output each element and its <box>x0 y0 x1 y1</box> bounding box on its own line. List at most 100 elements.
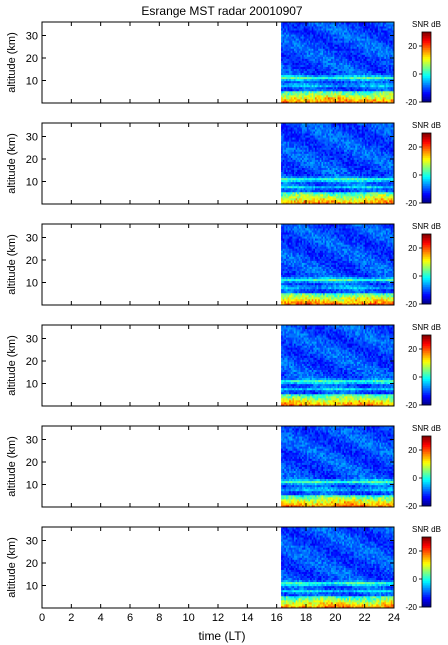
y-tick-label: 20 <box>26 53 38 65</box>
heatmap-cell <box>390 175 393 179</box>
heatmap-cell <box>284 82 287 86</box>
heatmap-cell <box>323 24 326 27</box>
heatmap-cell <box>289 24 292 27</box>
heatmap-cell <box>313 165 316 168</box>
heatmap-cell <box>342 175 345 179</box>
heatmap-cell <box>337 153 340 156</box>
heatmap-cell <box>377 58 380 61</box>
heatmap-cell <box>289 82 292 86</box>
heatmap-cell <box>339 90 342 94</box>
heatmap-cell <box>343 175 346 179</box>
heatmap-cell <box>384 181 387 185</box>
heatmap-cell <box>319 157 322 160</box>
heatmap-cell <box>297 94 300 98</box>
colorbar-segment <box>422 37 431 40</box>
heatmap-cell <box>324 52 327 55</box>
heatmap-cell <box>350 90 353 94</box>
heatmap-cell <box>316 96 319 100</box>
heatmap-cell <box>347 82 350 86</box>
heatmap-cell <box>339 22 342 25</box>
heatmap-cell <box>352 191 355 195</box>
heatmap-cell <box>303 84 306 88</box>
heatmap-cell <box>323 48 326 51</box>
heatmap-cell <box>387 157 390 160</box>
heatmap-cell <box>331 72 334 76</box>
heatmap-cell <box>366 76 369 80</box>
heatmap-cell <box>335 34 338 37</box>
heatmap-cell <box>392 161 395 164</box>
heatmap-cell <box>392 68 395 71</box>
heatmap-cell <box>348 46 351 49</box>
heatmap-cell <box>298 84 301 88</box>
heatmap-cell <box>310 70 313 74</box>
heatmap-cell <box>360 163 363 166</box>
heatmap-cell <box>379 96 382 100</box>
heatmap-cell <box>324 48 327 51</box>
heatmap-cell <box>345 94 348 98</box>
heatmap-cell <box>356 159 359 162</box>
heatmap-cell <box>303 62 306 65</box>
heatmap-cell <box>363 82 366 86</box>
heatmap-cell <box>373 26 376 29</box>
heatmap-cell <box>337 72 340 76</box>
heatmap-cell <box>352 98 355 102</box>
heatmap-cell <box>366 62 369 65</box>
heatmap-cell <box>385 68 388 71</box>
heatmap-cell <box>326 163 329 166</box>
heatmap-cell <box>285 58 288 61</box>
heatmap-cell <box>348 100 351 104</box>
heatmap-cell <box>339 193 342 197</box>
heatmap-cell <box>289 94 292 98</box>
heatmap-cell <box>350 66 353 69</box>
heatmap-cell <box>356 88 359 92</box>
heatmap-cell <box>332 34 335 37</box>
heatmap-cell <box>379 100 382 104</box>
heatmap-cell <box>360 181 363 185</box>
heatmap-cell <box>324 171 327 175</box>
heatmap-cell <box>334 50 337 53</box>
heatmap-cell <box>369 167 372 170</box>
heatmap-cell <box>358 175 361 179</box>
heatmap-cell <box>381 26 384 29</box>
heatmap-cell <box>353 191 356 195</box>
heatmap-cell <box>329 48 332 51</box>
heatmap-cell <box>289 187 292 191</box>
heatmap-cell <box>281 191 284 195</box>
heatmap-cell <box>331 161 334 164</box>
heatmap-cell <box>368 171 371 175</box>
heatmap-cell <box>347 183 350 187</box>
heatmap-cell <box>300 82 303 86</box>
heatmap-cell <box>379 58 382 61</box>
heatmap-cell <box>368 191 371 195</box>
heatmap-cell <box>289 52 292 55</box>
heatmap-cell <box>353 32 356 35</box>
colorbar-segment <box>422 88 431 91</box>
heatmap-cell <box>287 86 290 90</box>
colorbar-segment <box>422 67 431 70</box>
heatmap-cell <box>331 54 334 57</box>
heatmap-cell <box>306 64 309 67</box>
heatmap-cell <box>332 50 335 53</box>
heatmap-cell <box>321 72 324 76</box>
colorbar-segment <box>422 77 431 80</box>
heatmap-cell <box>313 187 316 191</box>
heatmap-cell <box>306 187 309 191</box>
heatmap-cell <box>297 100 300 104</box>
heatmap-cell <box>321 191 324 195</box>
heatmap-cell <box>371 169 374 172</box>
heatmap-cell <box>381 201 384 205</box>
heatmap-cell <box>298 183 301 187</box>
heatmap-cell <box>348 48 351 51</box>
heatmap-cell <box>379 175 382 179</box>
heatmap-cell <box>373 88 376 92</box>
heatmap-cell <box>300 22 303 25</box>
heatmap-cell <box>384 28 387 31</box>
heatmap-cell <box>285 153 288 156</box>
heatmap-cell <box>339 24 342 27</box>
heatmap-cell <box>373 34 376 37</box>
heatmap-cell <box>392 70 395 74</box>
heatmap-cell <box>355 74 358 78</box>
heatmap-cell <box>335 159 338 162</box>
heatmap-cell <box>385 28 388 31</box>
heatmap-cell <box>326 66 329 69</box>
